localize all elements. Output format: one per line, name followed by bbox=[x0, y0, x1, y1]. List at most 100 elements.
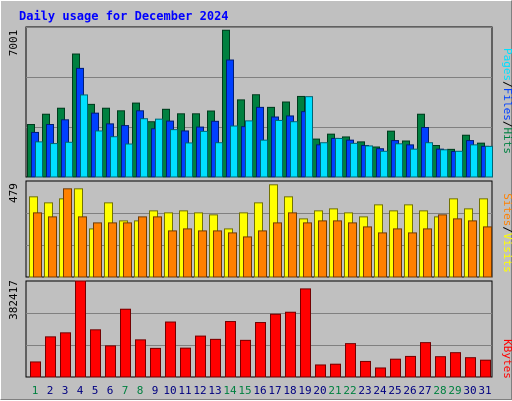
bar-kbytes-day-30 bbox=[465, 357, 476, 378]
chart-title: Daily usage for December 2024 bbox=[19, 9, 229, 23]
bar-kbytes-day-15 bbox=[240, 339, 251, 378]
legend-sites: Sites bbox=[501, 193, 512, 226]
bar-kbytes-day-31 bbox=[480, 359, 491, 378]
bar-pages-day-11 bbox=[185, 142, 193, 178]
bar-sites-day-16 bbox=[258, 230, 267, 278]
bar-pages-day-29 bbox=[455, 150, 463, 178]
x-tick-label-day-20: 20 bbox=[313, 384, 326, 397]
bar-pages-day-4 bbox=[80, 94, 88, 178]
bar-pages-day-19 bbox=[305, 96, 313, 178]
bar-kbytes-day-17 bbox=[270, 313, 281, 378]
x-tick-label-day-12: 12 bbox=[193, 384, 206, 397]
bar-kbytes-day-8 bbox=[135, 339, 146, 378]
x-tick-label-day-5: 5 bbox=[92, 384, 99, 397]
bar-pages-day-6 bbox=[110, 136, 118, 178]
legend-files: Files bbox=[501, 88, 512, 121]
bar-pages-day-21 bbox=[335, 137, 343, 178]
x-tick-label-day-10: 10 bbox=[163, 384, 176, 397]
bar-kbytes-day-18 bbox=[285, 311, 296, 378]
bar-kbytes-day-21 bbox=[330, 363, 341, 378]
bar-pages-day-9 bbox=[155, 118, 163, 178]
bar-sites-day-28 bbox=[438, 214, 447, 278]
bar-kbytes-day-5 bbox=[90, 329, 101, 378]
y-max-label-visits: 479 bbox=[7, 183, 20, 203]
bar-sites-day-21 bbox=[333, 220, 342, 278]
bar-kbytes-day-26 bbox=[405, 355, 416, 378]
side-legend-hits-panel: Pages/Files/Hits bbox=[501, 48, 512, 154]
x-tick-label-day-9: 9 bbox=[152, 384, 159, 397]
bar-kbytes-day-10 bbox=[165, 321, 176, 378]
bar-sites-day-15 bbox=[243, 236, 252, 278]
bar-pages-day-16 bbox=[260, 139, 268, 178]
bar-pages-day-7 bbox=[125, 143, 133, 178]
x-tick-label-day-25: 25 bbox=[388, 384, 401, 397]
bar-sites-day-23 bbox=[363, 226, 372, 278]
bar-kbytes-day-28 bbox=[435, 356, 446, 378]
legend-separator-3: / bbox=[501, 226, 512, 233]
x-tick-label-day-7: 7 bbox=[122, 384, 129, 397]
bar-pages-day-12 bbox=[200, 130, 208, 178]
bar-pages-day-1 bbox=[35, 141, 43, 178]
bar-sites-day-24 bbox=[378, 232, 387, 278]
bar-kbytes-day-27 bbox=[420, 342, 431, 378]
bar-pages-day-30 bbox=[470, 144, 478, 178]
bar-kbytes-day-6 bbox=[105, 345, 116, 378]
bar-sites-day-25 bbox=[393, 228, 402, 278]
bar-sites-day-20 bbox=[318, 220, 327, 278]
x-tick-label-day-11: 11 bbox=[178, 384, 191, 397]
bar-kbytes-day-14 bbox=[225, 321, 236, 378]
bar-pages-day-8 bbox=[140, 118, 148, 178]
bar-kbytes-day-2 bbox=[45, 336, 56, 378]
bar-pages-day-15 bbox=[245, 120, 253, 178]
bar-pages-day-3 bbox=[65, 141, 73, 178]
bar-kbytes-day-4 bbox=[75, 280, 86, 378]
bar-pages-day-28 bbox=[440, 149, 448, 178]
x-tick-label-day-4: 4 bbox=[77, 384, 84, 397]
bar-pages-day-13 bbox=[215, 142, 223, 178]
bar-kbytes-day-13 bbox=[210, 338, 221, 378]
x-tick-label-day-26: 26 bbox=[403, 384, 416, 397]
bar-pages-day-18 bbox=[290, 121, 298, 178]
bar-sites-day-18 bbox=[288, 212, 297, 278]
x-tick-label-day-17: 17 bbox=[268, 384, 281, 397]
bar-pages-day-27 bbox=[425, 142, 433, 178]
legend-pages: Pages bbox=[501, 48, 512, 81]
bar-sites-day-11 bbox=[183, 228, 192, 278]
bar-sites-day-9 bbox=[153, 216, 162, 278]
legend-kbytes: KBytes bbox=[501, 339, 512, 379]
bar-sites-day-12 bbox=[198, 230, 207, 278]
bar-sites-day-1 bbox=[33, 212, 42, 278]
bar-sites-day-27 bbox=[423, 228, 432, 278]
bar-pages-day-17 bbox=[275, 119, 283, 178]
bar-sites-day-17 bbox=[273, 222, 282, 278]
legend-hits: Hits bbox=[501, 128, 512, 155]
bar-sites-day-26 bbox=[408, 232, 417, 278]
bar-sites-day-4 bbox=[78, 216, 87, 278]
bar-sites-day-10 bbox=[168, 230, 177, 278]
bar-kbytes-day-16 bbox=[255, 322, 266, 378]
x-tick-label-day-30: 30 bbox=[463, 384, 476, 397]
bar-kbytes-day-1 bbox=[30, 361, 41, 378]
bar-sites-day-30 bbox=[468, 220, 477, 278]
bar-sites-day-14 bbox=[228, 232, 237, 278]
side-legend-visits-panel: Sites/Visits bbox=[501, 193, 512, 273]
x-tick-label-day-23: 23 bbox=[358, 384, 371, 397]
x-tick-label-day-24: 24 bbox=[373, 384, 387, 397]
x-tick-label-day-15: 15 bbox=[238, 384, 251, 397]
x-tick-label-day-19: 19 bbox=[298, 384, 311, 397]
bar-kbytes-day-11 bbox=[180, 347, 191, 378]
x-tick-label-day-18: 18 bbox=[283, 384, 296, 397]
bar-sites-day-13 bbox=[213, 230, 222, 278]
y-max-label-hits: 7001 bbox=[7, 30, 20, 57]
x-tick-label-day-22: 22 bbox=[343, 384, 356, 397]
x-tick-label-day-29: 29 bbox=[448, 384, 461, 397]
bar-pages-day-23 bbox=[365, 145, 373, 178]
y-max-label-kbytes: 382417 bbox=[7, 280, 20, 320]
bar-pages-day-26 bbox=[410, 148, 418, 178]
bar-kbytes-day-23 bbox=[360, 360, 371, 378]
x-tick-label-day-27: 27 bbox=[418, 384, 431, 397]
legend-separator-1: / bbox=[501, 81, 512, 88]
x-tick-label-day-1: 1 bbox=[32, 384, 39, 397]
bar-kbytes-day-7 bbox=[120, 308, 131, 378]
